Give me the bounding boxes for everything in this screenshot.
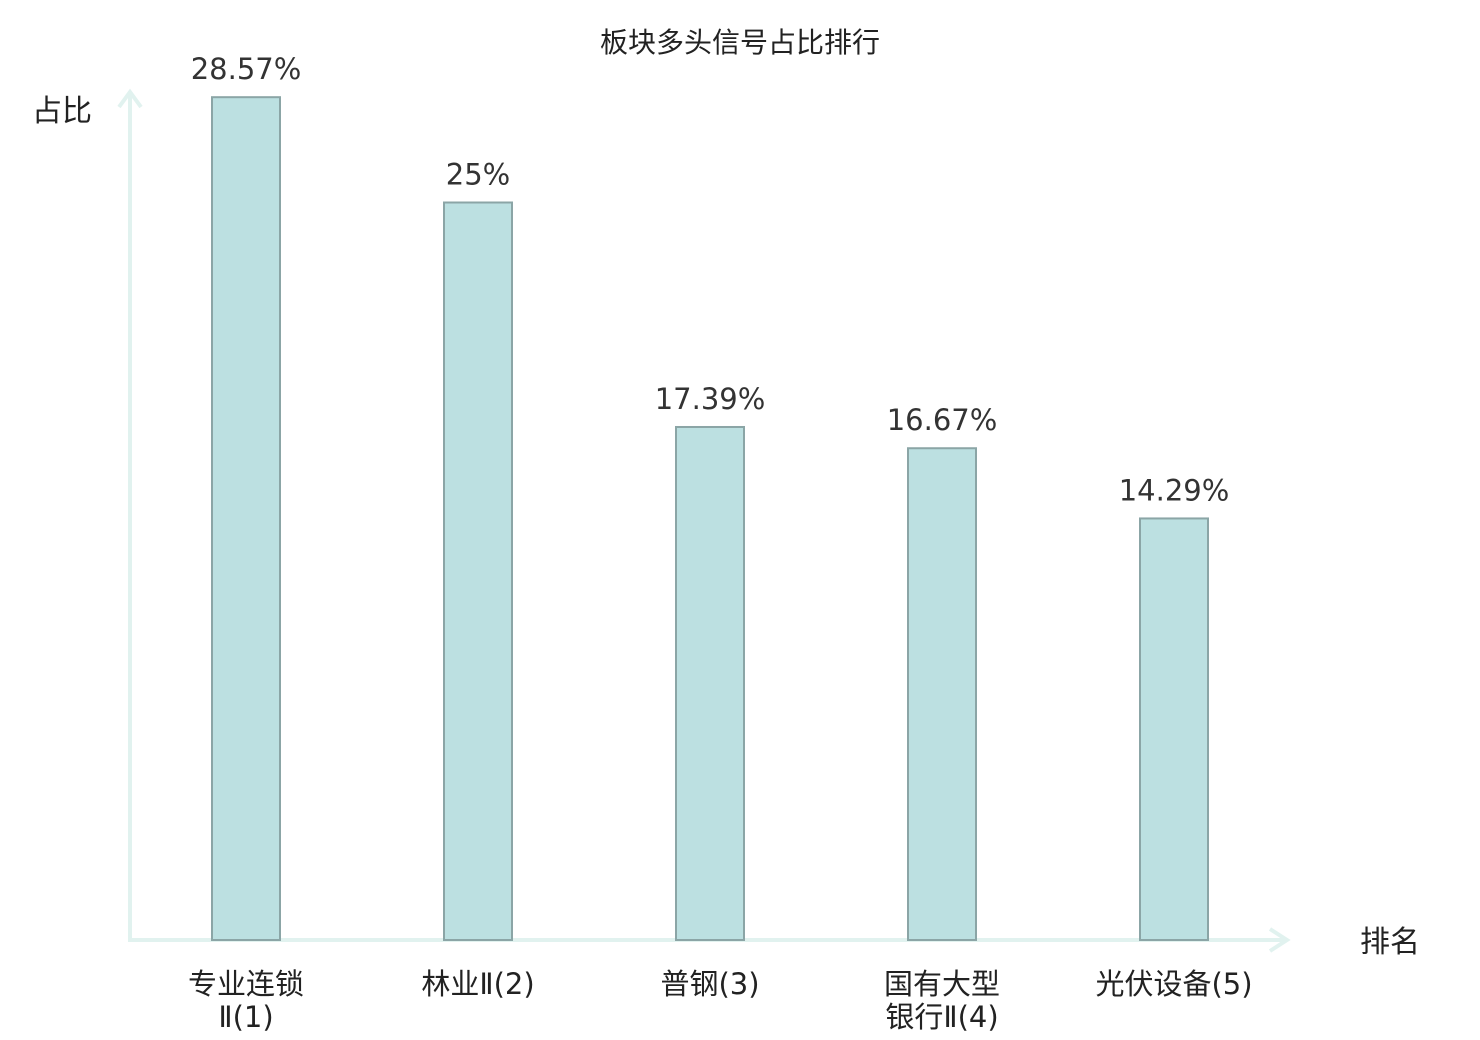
x-tick-label-2-line-1: 林业Ⅱ(2) bbox=[421, 967, 534, 1001]
data-label-2: 25% bbox=[446, 158, 510, 192]
data-label-4: 16.67% bbox=[887, 403, 998, 437]
bar-2 bbox=[443, 201, 513, 941]
x-tick-label-3: 普钢(3) bbox=[660, 967, 759, 1001]
x-tick-label-1: 专业连锁 Ⅱ(1) bbox=[188, 967, 304, 1034]
x-tick-label-5: 光伏设备(5) bbox=[1095, 967, 1252, 1001]
x-tick-label-1-line-1: 专业连锁 bbox=[188, 967, 304, 1001]
data-labels-group: 28.57% 25% 17.39% 16.67% 14.29% bbox=[191, 52, 1230, 507]
x-tick-label-4-line-2: 银行Ⅱ(4) bbox=[885, 1000, 998, 1034]
x-tick-label-4: 国有大型银行Ⅱ(4) bbox=[884, 967, 1000, 1034]
tick-labels-group: 专业连锁 Ⅱ(1) 林业Ⅱ(2) 普钢(3) 国有大型银行Ⅱ(4) 光伏设备(5) bbox=[188, 967, 1253, 1034]
chart-title: 板块多头信号占比排行 bbox=[600, 26, 880, 59]
x-tick-label-5-line-1: 光伏设备(5) bbox=[1095, 967, 1252, 1001]
y-axis-label: 占比 bbox=[32, 94, 92, 129]
bar-5 bbox=[1139, 517, 1209, 941]
x-tick-label-4-line-1: 国有大型 bbox=[884, 967, 1000, 1001]
bar-1 bbox=[211, 96, 281, 941]
x-axis-label: 排名 bbox=[1360, 925, 1420, 960]
x-tick-label-2: 林业Ⅱ(2) bbox=[421, 967, 534, 1001]
data-label-3: 17.39% bbox=[655, 382, 766, 416]
y-axis-arrow bbox=[117, 88, 143, 109]
x-tick-label-3-line-1: 普钢(3) bbox=[660, 967, 759, 1001]
bar-4 bbox=[907, 447, 977, 941]
bar-3 bbox=[675, 425, 745, 941]
bars-group bbox=[211, 96, 1209, 941]
data-label-5: 14.29% bbox=[1119, 473, 1230, 507]
data-label-1: 28.57% bbox=[191, 52, 302, 86]
x-tick-label-1-line-2: Ⅱ(1) bbox=[218, 1000, 273, 1034]
x-axis-arrow bbox=[1268, 927, 1291, 953]
